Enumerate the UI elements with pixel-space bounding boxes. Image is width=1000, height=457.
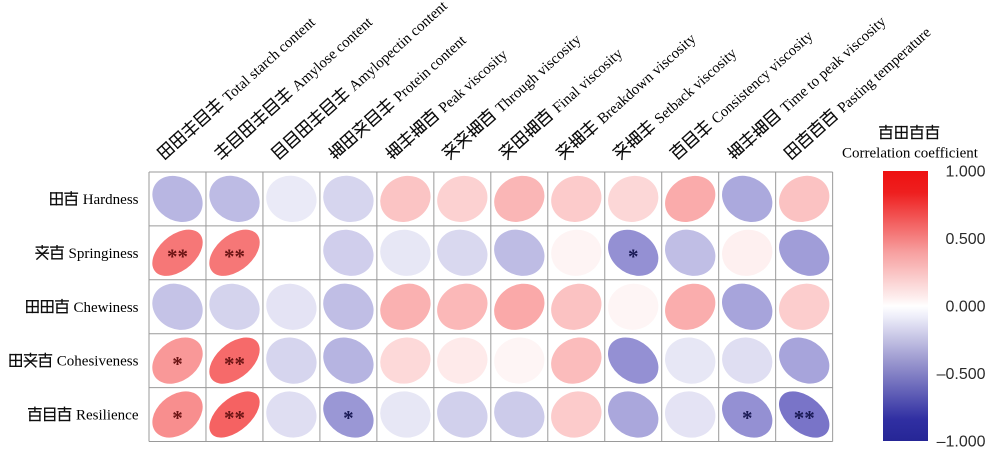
svg-text:*: *: [172, 352, 183, 376]
svg-text:*: *: [628, 244, 639, 268]
svg-text:Cohesiveness: Cohesiveness: [57, 354, 139, 370]
svg-text:–0.500: –0.500: [937, 366, 986, 383]
svg-text:*: *: [343, 406, 354, 430]
svg-text:**: **: [224, 352, 245, 376]
svg-text:**: **: [224, 406, 245, 430]
svg-text:Correlation coefficient: Correlation coefficient: [842, 146, 979, 162]
svg-text:**: **: [794, 406, 815, 430]
svg-text:Springiness: Springiness: [69, 246, 139, 262]
svg-text:**: **: [224, 244, 245, 268]
svg-text:Hardness: Hardness: [83, 192, 139, 208]
svg-text:0.000: 0.000: [946, 299, 986, 316]
svg-text:*: *: [742, 406, 753, 430]
svg-text:–1.000: –1.000: [937, 434, 986, 451]
svg-text:0.500: 0.500: [946, 231, 986, 248]
svg-text:Resilience: Resilience: [76, 408, 139, 424]
svg-text:1.000: 1.000: [946, 164, 986, 181]
svg-text:**: **: [167, 244, 188, 268]
svg-text:Chewiness: Chewiness: [74, 300, 139, 316]
svg-text:*: *: [172, 406, 183, 430]
